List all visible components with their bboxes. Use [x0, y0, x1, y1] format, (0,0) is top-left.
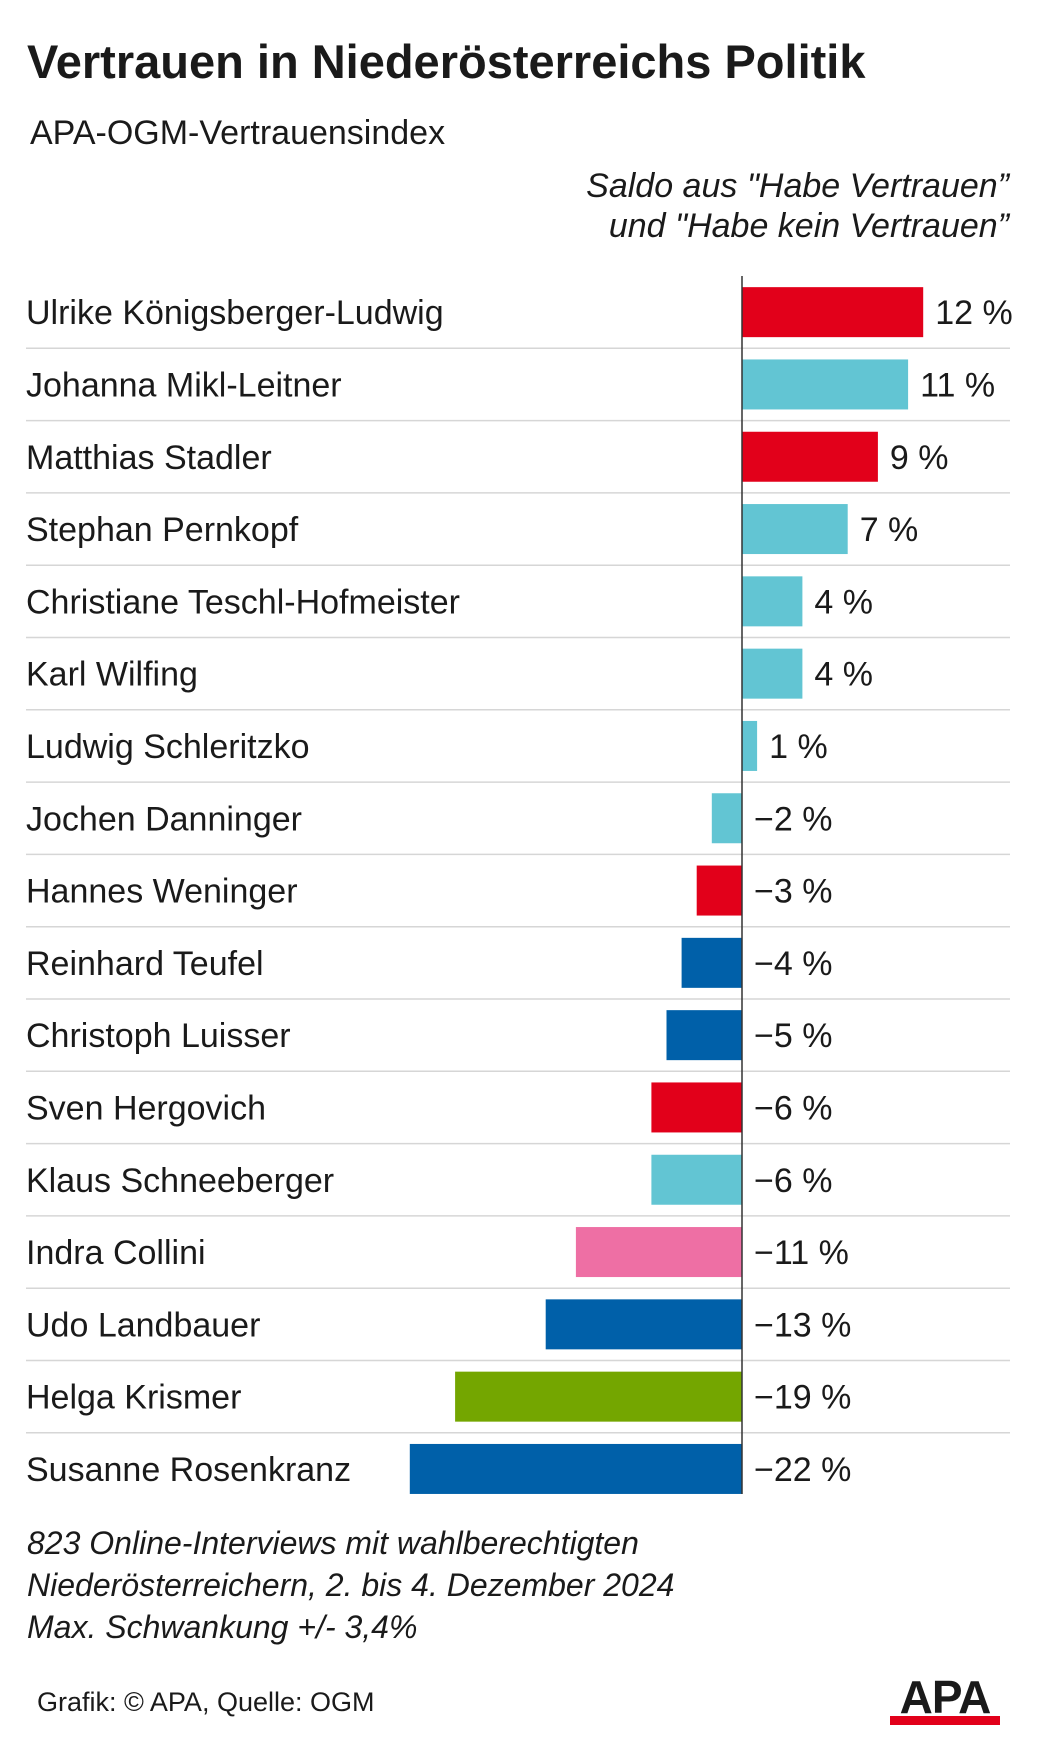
bar — [742, 504, 848, 555]
value-label: −2 % — [754, 800, 832, 838]
value-label: −19 % — [754, 1379, 851, 1417]
category-label: Christiane Teschl-Hofmeister — [26, 583, 460, 621]
category-label: Stephan Pernkopf — [26, 511, 299, 549]
methodology-note: 823 Online-Interviews mit wahlberechtigt… — [27, 1522, 674, 1648]
bar — [742, 576, 803, 627]
value-explanation-line-2: und "Habe kein Vertrauen” — [608, 207, 1009, 245]
category-label: Udo Landbauer — [26, 1306, 260, 1344]
value-label: 1 % — [769, 728, 828, 766]
value-label: 4 % — [814, 583, 873, 621]
bar-chart: Ulrike Königsberger-Ludwig 12 % Johanna Mi… — [26, 276, 1013, 1494]
category-label: Karl Wilfing — [26, 656, 198, 694]
category-label: Ulrike Königsberger-Ludwig — [26, 294, 444, 332]
methodology-line-3: Max. Schwankung +/- 3,4% — [27, 1609, 418, 1645]
methodology-line-2: Niederösterreichern, 2. bis 4. Dezember … — [27, 1567, 675, 1603]
bar — [651, 1082, 742, 1133]
category-label: Sven Hergovich — [26, 1089, 266, 1127]
value-label: −6 % — [754, 1089, 832, 1127]
svg-text:APA: APA — [900, 1672, 991, 1723]
bar — [742, 431, 878, 482]
value-label: −13 % — [754, 1306, 851, 1344]
category-label: Hannes Weninger — [26, 873, 298, 911]
category-label: Johanna Mikl-Leitner — [26, 366, 342, 404]
value-label: 7 % — [860, 511, 919, 549]
value-label: −5 % — [754, 1017, 832, 1055]
value-label: 11 % — [920, 366, 995, 404]
category-label: Helga Krismer — [26, 1379, 241, 1417]
bar — [711, 793, 742, 844]
value-explanation: Saldo aus "Habe Vertrauen” und "Habe kei… — [309, 166, 1009, 246]
bar — [742, 720, 758, 771]
bar — [742, 287, 924, 338]
bar — [409, 1443, 742, 1494]
value-label: 4 % — [814, 656, 873, 694]
category-label: Susanne Rosenkranz — [26, 1451, 351, 1489]
category-label: Ludwig Schleritzko — [26, 728, 309, 766]
bar — [666, 1010, 742, 1061]
category-label: Klaus Schneeberger — [26, 1162, 334, 1200]
bar — [696, 865, 742, 916]
value-label: −6 % — [754, 1162, 832, 1200]
source-credit: Grafik: © APA, Quelle: OGM — [37, 1687, 375, 1717]
bar — [455, 1371, 742, 1422]
value-label: −11 % — [754, 1234, 849, 1272]
chart-subtitle: APA-OGM-Vertrauensindex — [30, 114, 446, 152]
bar — [742, 648, 803, 699]
category-label: Matthias Stadler — [26, 439, 272, 477]
apa-logo: APA — [890, 1672, 1000, 1725]
value-label: −4 % — [754, 945, 832, 983]
bar — [545, 1299, 742, 1350]
category-label: Reinhard Teufel — [26, 945, 264, 983]
category-label: Christoph Luisser — [26, 1017, 291, 1055]
category-label: Jochen Danninger — [26, 800, 302, 838]
value-label: 12 % — [935, 294, 1013, 332]
chart-title: Vertrauen in Niederösterreichs Politik — [27, 35, 866, 88]
bar — [651, 1154, 742, 1205]
value-label: −22 % — [754, 1451, 851, 1489]
value-explanation-line-1: Saldo aus "Habe Vertrauen” — [586, 167, 1009, 205]
category-label: Indra Collini — [26, 1234, 206, 1272]
value-label: −3 % — [754, 873, 832, 911]
bar — [575, 1227, 742, 1278]
bar — [681, 937, 742, 988]
value-label: 9 % — [890, 439, 949, 477]
bar — [742, 359, 909, 410]
methodology-line-1: 823 Online-Interviews mit wahlberechtigt… — [27, 1525, 639, 1561]
